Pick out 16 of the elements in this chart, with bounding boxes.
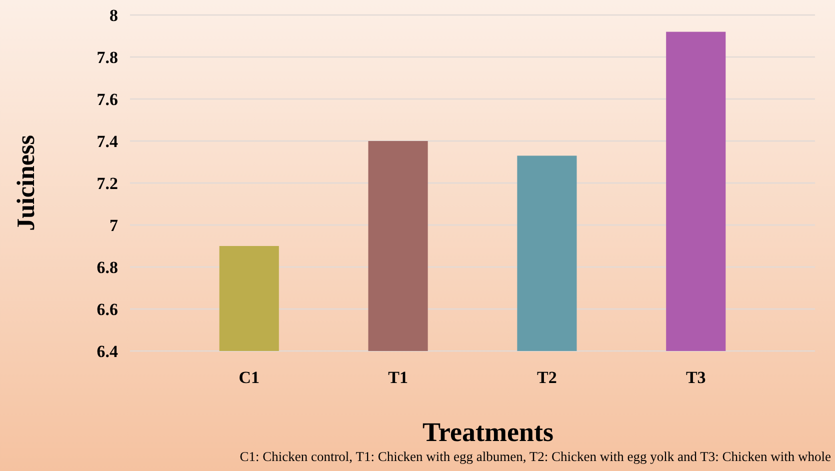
y-tick-label: 7.6 bbox=[96, 90, 118, 109]
y-tick-label: 6.4 bbox=[96, 342, 118, 361]
y-tick-label: 7 bbox=[110, 216, 118, 235]
y-tick-label: 7.4 bbox=[96, 132, 118, 151]
x-tick-label: T2 bbox=[537, 368, 557, 387]
x-axis-title: Treatments bbox=[422, 417, 554, 447]
x-tick-label: T3 bbox=[686, 368, 706, 387]
y-tick-label: 6.8 bbox=[96, 258, 118, 277]
y-tick-label: 6.6 bbox=[96, 300, 118, 319]
x-tick-label: C1 bbox=[238, 368, 260, 387]
y-tick-label: 7.8 bbox=[96, 48, 118, 67]
x-tick-label: T1 bbox=[388, 368, 408, 387]
y-tick-label: 7.2 bbox=[96, 174, 118, 193]
text: C1: Chicken control, T1: Chicken with egg albumen, T2: Chicken with egg yolk and T3: Chicken with whole bbox=[240, 449, 831, 464]
y-tick-label: 8 bbox=[110, 6, 118, 25]
y-axis-title: Juiciness bbox=[13, 134, 40, 231]
